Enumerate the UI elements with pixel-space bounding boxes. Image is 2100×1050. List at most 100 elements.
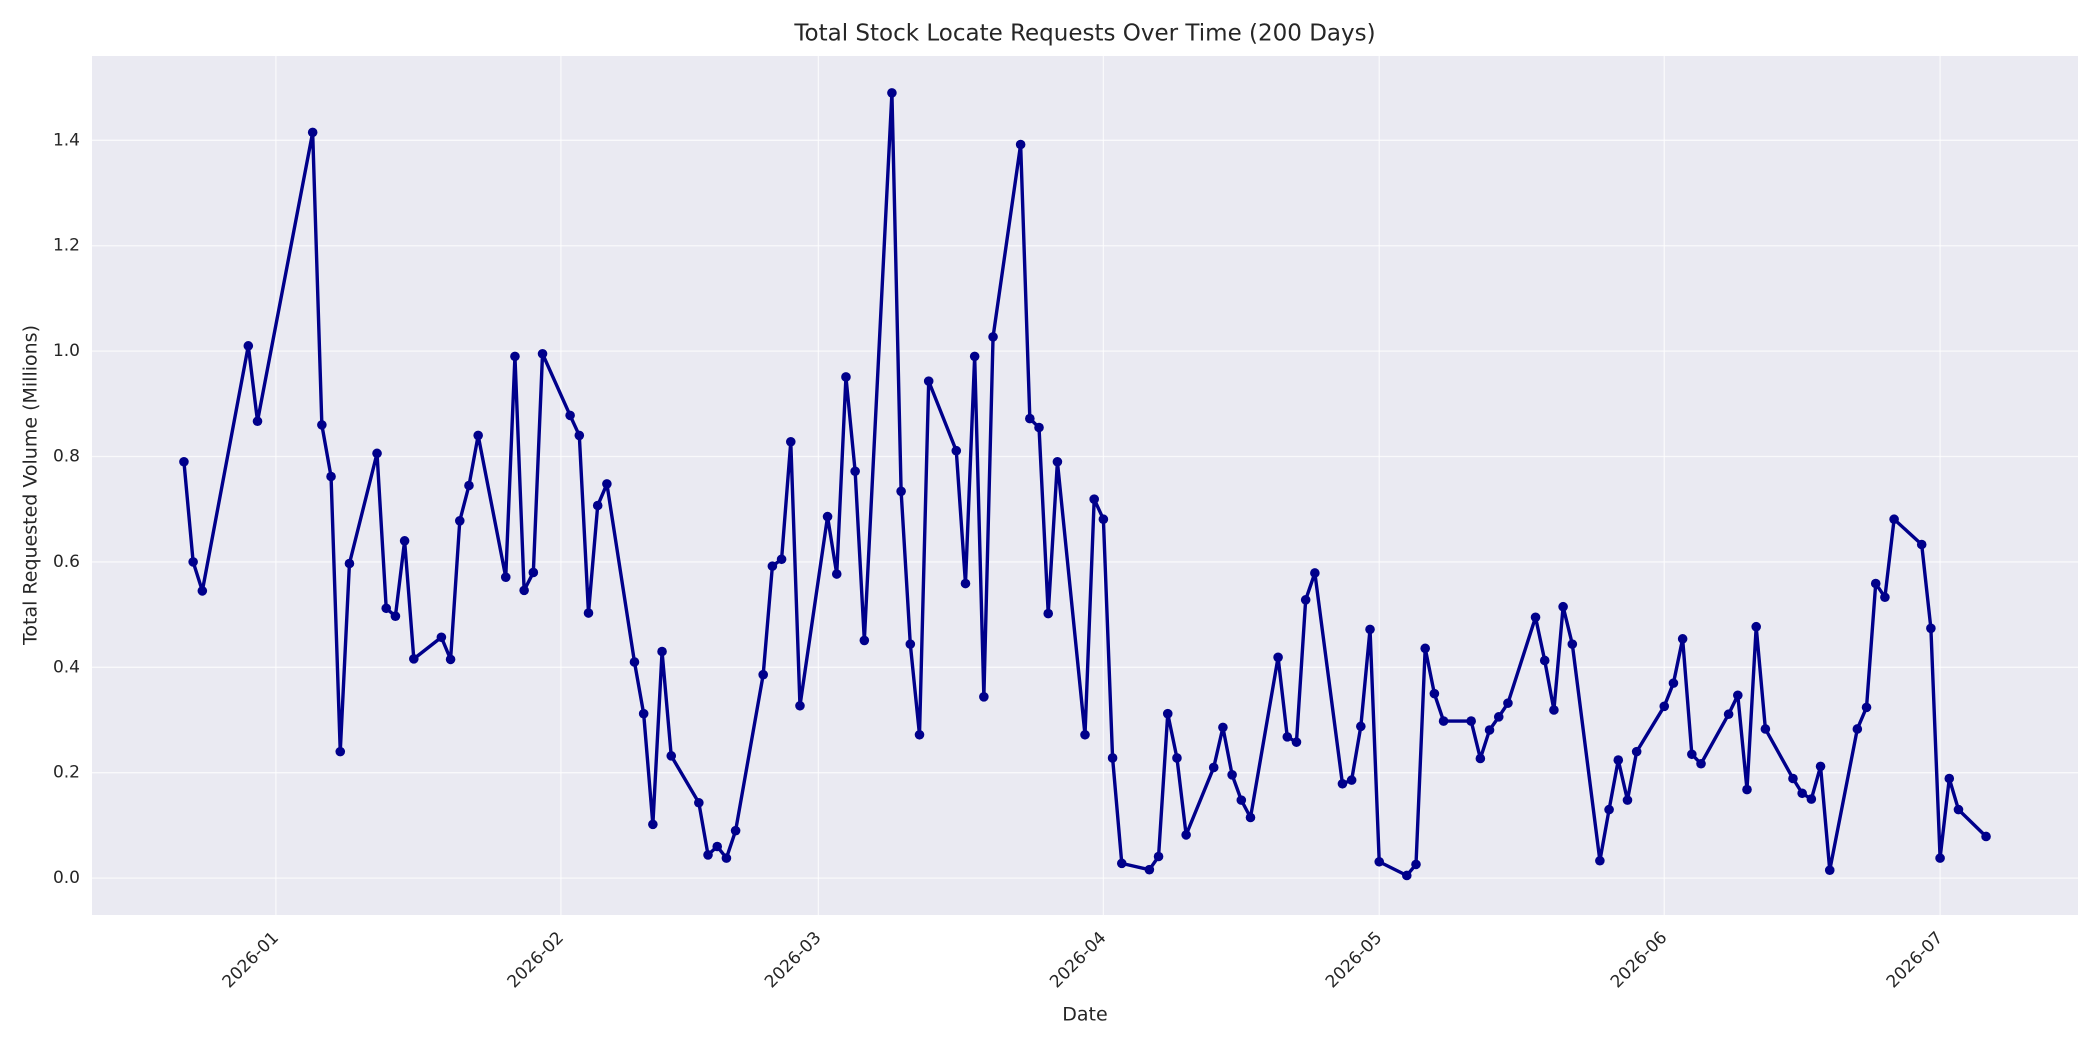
data-point (1733, 690, 1743, 701)
x-tick-label: 2026-05 (1322, 928, 1386, 992)
data-point (721, 853, 732, 863)
data-point (648, 819, 658, 830)
data-point (1475, 753, 1486, 764)
data-point (785, 436, 796, 447)
data-point (988, 332, 998, 342)
data-point (1273, 652, 1283, 663)
data-point (1668, 678, 1679, 688)
data-point (335, 746, 346, 757)
data-point (574, 430, 585, 441)
data-point (1861, 702, 1872, 713)
data-point (1723, 709, 1734, 720)
data-point (252, 416, 263, 427)
data-point (1107, 753, 1118, 763)
data-point (1530, 612, 1541, 623)
data-point (454, 516, 465, 526)
data-point (1687, 749, 1697, 760)
data-point (1236, 795, 1247, 805)
data-point (859, 635, 870, 646)
y-tick-label: 0.2 (53, 763, 80, 783)
data-point (1172, 753, 1182, 763)
data-point (188, 557, 198, 567)
y-tick-label: 1.4 (53, 130, 80, 150)
data-point (1870, 578, 1881, 589)
data-point (197, 586, 208, 596)
data-point (1613, 755, 1624, 765)
data-point (179, 456, 189, 467)
data-point (1503, 698, 1513, 708)
data-point (1604, 804, 1614, 815)
data-point (1880, 592, 1890, 603)
data-point (510, 351, 520, 362)
x-tick-label: 2026-03 (761, 928, 825, 992)
data-point (344, 558, 355, 569)
data-point (730, 825, 741, 836)
data-point (381, 603, 392, 614)
data-point (850, 466, 860, 477)
data-point (1953, 804, 1964, 815)
data-point (326, 471, 336, 482)
data-point (1227, 770, 1237, 780)
data-point (473, 430, 483, 441)
data-point (1631, 746, 1642, 757)
data-point (712, 841, 723, 852)
x-tick-label: 2026-04 (1046, 928, 1110, 992)
data-point (1402, 870, 1412, 881)
data-point (1484, 725, 1495, 735)
data-point (1944, 773, 1955, 784)
data-point (1852, 724, 1863, 734)
data-point (565, 410, 575, 421)
x-tick-label: 2026-02 (504, 928, 568, 992)
data-point (519, 585, 529, 596)
data-point (1282, 732, 1293, 742)
data-point (1356, 721, 1366, 732)
data-point (1806, 794, 1817, 804)
data-point (1337, 778, 1348, 789)
data-point (500, 572, 511, 582)
data-point (638, 708, 649, 719)
data-point (822, 511, 833, 522)
data-point (1549, 705, 1559, 715)
data-point (1098, 514, 1109, 525)
y-tick-label: 1.2 (53, 236, 80, 256)
y-tick-label: 0.0 (53, 868, 80, 888)
data-point (1815, 761, 1826, 772)
data-point (372, 448, 382, 459)
x-axis-label: Date (1062, 1004, 1107, 1026)
data-point (1080, 729, 1090, 740)
data-point (1025, 413, 1035, 424)
data-point (831, 569, 842, 579)
data-point (409, 654, 419, 664)
data-point (841, 372, 851, 382)
data-point (1052, 456, 1063, 467)
data-point (1493, 712, 1504, 722)
data-point (1567, 639, 1578, 649)
data-point (1218, 722, 1228, 733)
data-point (1742, 784, 1752, 795)
data-point (1346, 775, 1357, 785)
data-point (1539, 655, 1550, 666)
data-point (1696, 758, 1706, 769)
x-tick-label: 2026-06 (1607, 928, 1671, 992)
data-point (1760, 724, 1771, 734)
data-point (399, 536, 410, 546)
data-point (1677, 634, 1688, 644)
data-point (657, 646, 667, 657)
data-point (1659, 701, 1670, 712)
data-point (703, 850, 713, 860)
data-point (528, 567, 539, 578)
data-point (1429, 688, 1440, 699)
x-tick-label: 2026-01 (219, 928, 283, 992)
data-point (914, 729, 925, 740)
data-point (243, 341, 254, 351)
y-tick-label: 1.0 (53, 341, 80, 361)
data-point (905, 639, 916, 649)
data-point (1926, 623, 1936, 634)
data-point (1365, 624, 1375, 635)
y-tick-label: 0.6 (53, 552, 80, 572)
data-point (1291, 737, 1302, 747)
data-point (1181, 830, 1191, 840)
data-point (1935, 853, 1945, 863)
